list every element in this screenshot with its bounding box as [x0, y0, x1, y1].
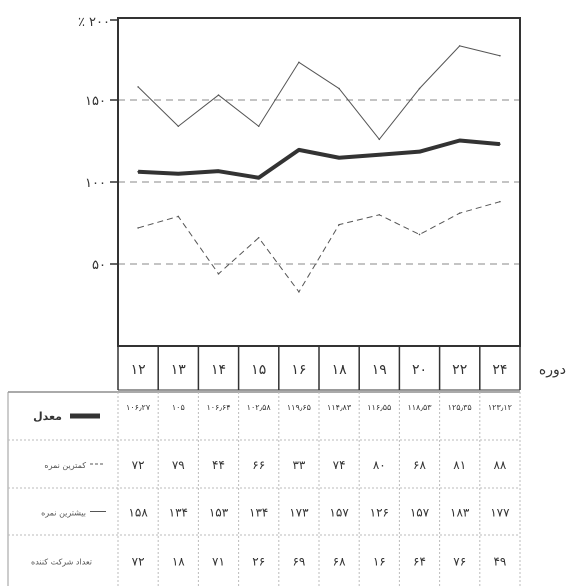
- data-point: [177, 173, 180, 175]
- data-point: [499, 200, 501, 203]
- data-point: [458, 212, 461, 214]
- data-point: [257, 236, 260, 239]
- table-cell: ۱۱۸٫۵۳: [407, 403, 432, 412]
- table-row-label: بیشترین نمره: [41, 509, 86, 518]
- table-cell: ۱۵۷: [329, 506, 349, 520]
- x-tick-label: ۱۹: [372, 362, 387, 378]
- series-lines: [137, 45, 501, 293]
- data-point: [499, 54, 501, 57]
- data-point: [177, 125, 180, 128]
- y-tick-label: ۱۵۰: [85, 94, 106, 109]
- table-cell: ۱۰۲٫۵۸: [247, 403, 272, 412]
- data-point: [137, 227, 139, 229]
- table-cell: ۷۱: [212, 555, 225, 569]
- table-cell: ۶۸: [333, 555, 346, 569]
- table-cell: ۱۳۴: [249, 506, 268, 520]
- y-axis-unit-label: ٪ ۲۰۰: [78, 15, 110, 30]
- table-cell: ۴۴: [212, 458, 225, 472]
- table-cell: ۱۲۵٫۳۵: [448, 403, 472, 412]
- table-cell: ۱۷۷: [490, 506, 510, 520]
- y-tick-label: ۱۰۰: [85, 176, 106, 191]
- data-point: [257, 125, 260, 128]
- table-cell: ۱۸: [172, 555, 185, 569]
- table-cell: ۶۹: [292, 555, 305, 569]
- table-cell: ۱۲۳٫۱۲: [488, 403, 512, 412]
- data-point: [217, 170, 220, 172]
- table-cell: ۷۴: [333, 458, 346, 472]
- series-line: [137, 138, 501, 180]
- data-point: [257, 176, 260, 179]
- table-cell: ۱۱۴٫۸۳: [327, 403, 352, 412]
- table-cell: ۷۲: [132, 458, 145, 472]
- table-cell: ۷۶: [453, 555, 466, 569]
- table-cell: ۱۵۸: [128, 506, 148, 520]
- data-point: [338, 156, 340, 159]
- table-cell: ۸۰: [373, 458, 386, 472]
- data-point: [298, 61, 300, 64]
- data-point: [499, 143, 501, 145]
- table-cell: ۱۶: [373, 555, 386, 569]
- data-point: [418, 233, 421, 236]
- series-line: [137, 45, 501, 140]
- series-line: [137, 201, 501, 293]
- data-point: [378, 138, 381, 141]
- data-point: [458, 45, 461, 47]
- table-cell: ۱۳۴: [169, 506, 188, 520]
- x-axis: دوره ۱۲ ۱۳ ۱۴ ۱۵ ۱۶ ۱۸ ۱۹ ۲۰ ۲۲ ۲۴: [117, 346, 566, 391]
- data-point: [137, 170, 139, 173]
- data-point: [458, 139, 461, 142]
- data-point: [137, 86, 139, 88]
- data-point: [378, 153, 381, 156]
- table-cell: ۸۸: [493, 458, 506, 472]
- table-cell: ۱۱۹٫۶۵: [287, 403, 311, 412]
- data-point: [298, 149, 300, 151]
- x-axis-label: دوره: [539, 362, 566, 378]
- table-cell: ۴۹: [493, 555, 506, 569]
- table-row-label: کمترین نمره: [44, 461, 86, 470]
- table-cell: ۲۶: [252, 555, 265, 569]
- table-cell: ۱۰۶٫۶۴: [206, 403, 230, 412]
- y-axis: ٪ ۲۰۰ ۵۰ ۱۰۰ ۱۵۰: [78, 15, 118, 273]
- data-point: [378, 214, 381, 216]
- table-cell: ۶۶: [252, 458, 265, 472]
- table-cell: ۶۴: [413, 555, 426, 569]
- data-point: [338, 223, 340, 226]
- table-cell: ۷۹: [172, 458, 185, 472]
- y-tick-label: ۵۰: [92, 258, 106, 273]
- data-table: معدل ۱۰۶٫۲۷ ۱۰۵ ۱۰۶٫۶۴ ۱۰۲٫۵۸ ۱۱۹٫۶۵ ۱۱۴٫۸۳ ۱۱۶…: [7, 391, 521, 586]
- table-cell: ۱۵۷: [410, 506, 430, 520]
- table-cell: ۱۰۶٫۲۷: [126, 403, 151, 412]
- table-cell: ۷۲: [132, 555, 145, 569]
- table-row-label: معدل: [33, 410, 62, 423]
- table-cell: ۱۰۵: [172, 403, 185, 412]
- table-cell: ۱۲۶: [370, 506, 389, 520]
- table-cell: ۶۸: [413, 458, 426, 472]
- x-tick-label: ۱۳: [171, 362, 187, 378]
- x-tick-label: ۱۲: [131, 362, 146, 378]
- data-point: [217, 273, 220, 275]
- table-cell: ۱۸۳: [450, 506, 470, 520]
- x-tick-label: ۲۰: [412, 362, 427, 378]
- data-point: [418, 87, 421, 90]
- table-cell: ۱۵۳: [209, 506, 229, 520]
- data-point: [418, 150, 421, 153]
- data-point: [217, 94, 220, 96]
- table-cell: ۱۱۶٫۵۵: [367, 403, 391, 412]
- table-cell: ۸۱: [453, 458, 466, 472]
- table-cell: ۳۳: [292, 458, 305, 472]
- data-point: [177, 215, 180, 218]
- x-tick-label: ۱۸: [332, 362, 348, 378]
- table-cell: ۱۷۳: [289, 506, 309, 520]
- x-tick-label: ۱۴: [211, 362, 226, 378]
- data-point: [298, 291, 300, 293]
- x-tick-label: ۱۶: [291, 362, 306, 378]
- x-tick-label: ۲۴: [492, 362, 507, 378]
- table-row-label: تعداد شرکت کننده: [31, 558, 92, 567]
- data-point: [338, 87, 340, 90]
- x-tick-label: ۱۵: [251, 362, 266, 378]
- gridlines: [118, 99, 520, 265]
- x-tick-label: ۲۲: [452, 362, 467, 378]
